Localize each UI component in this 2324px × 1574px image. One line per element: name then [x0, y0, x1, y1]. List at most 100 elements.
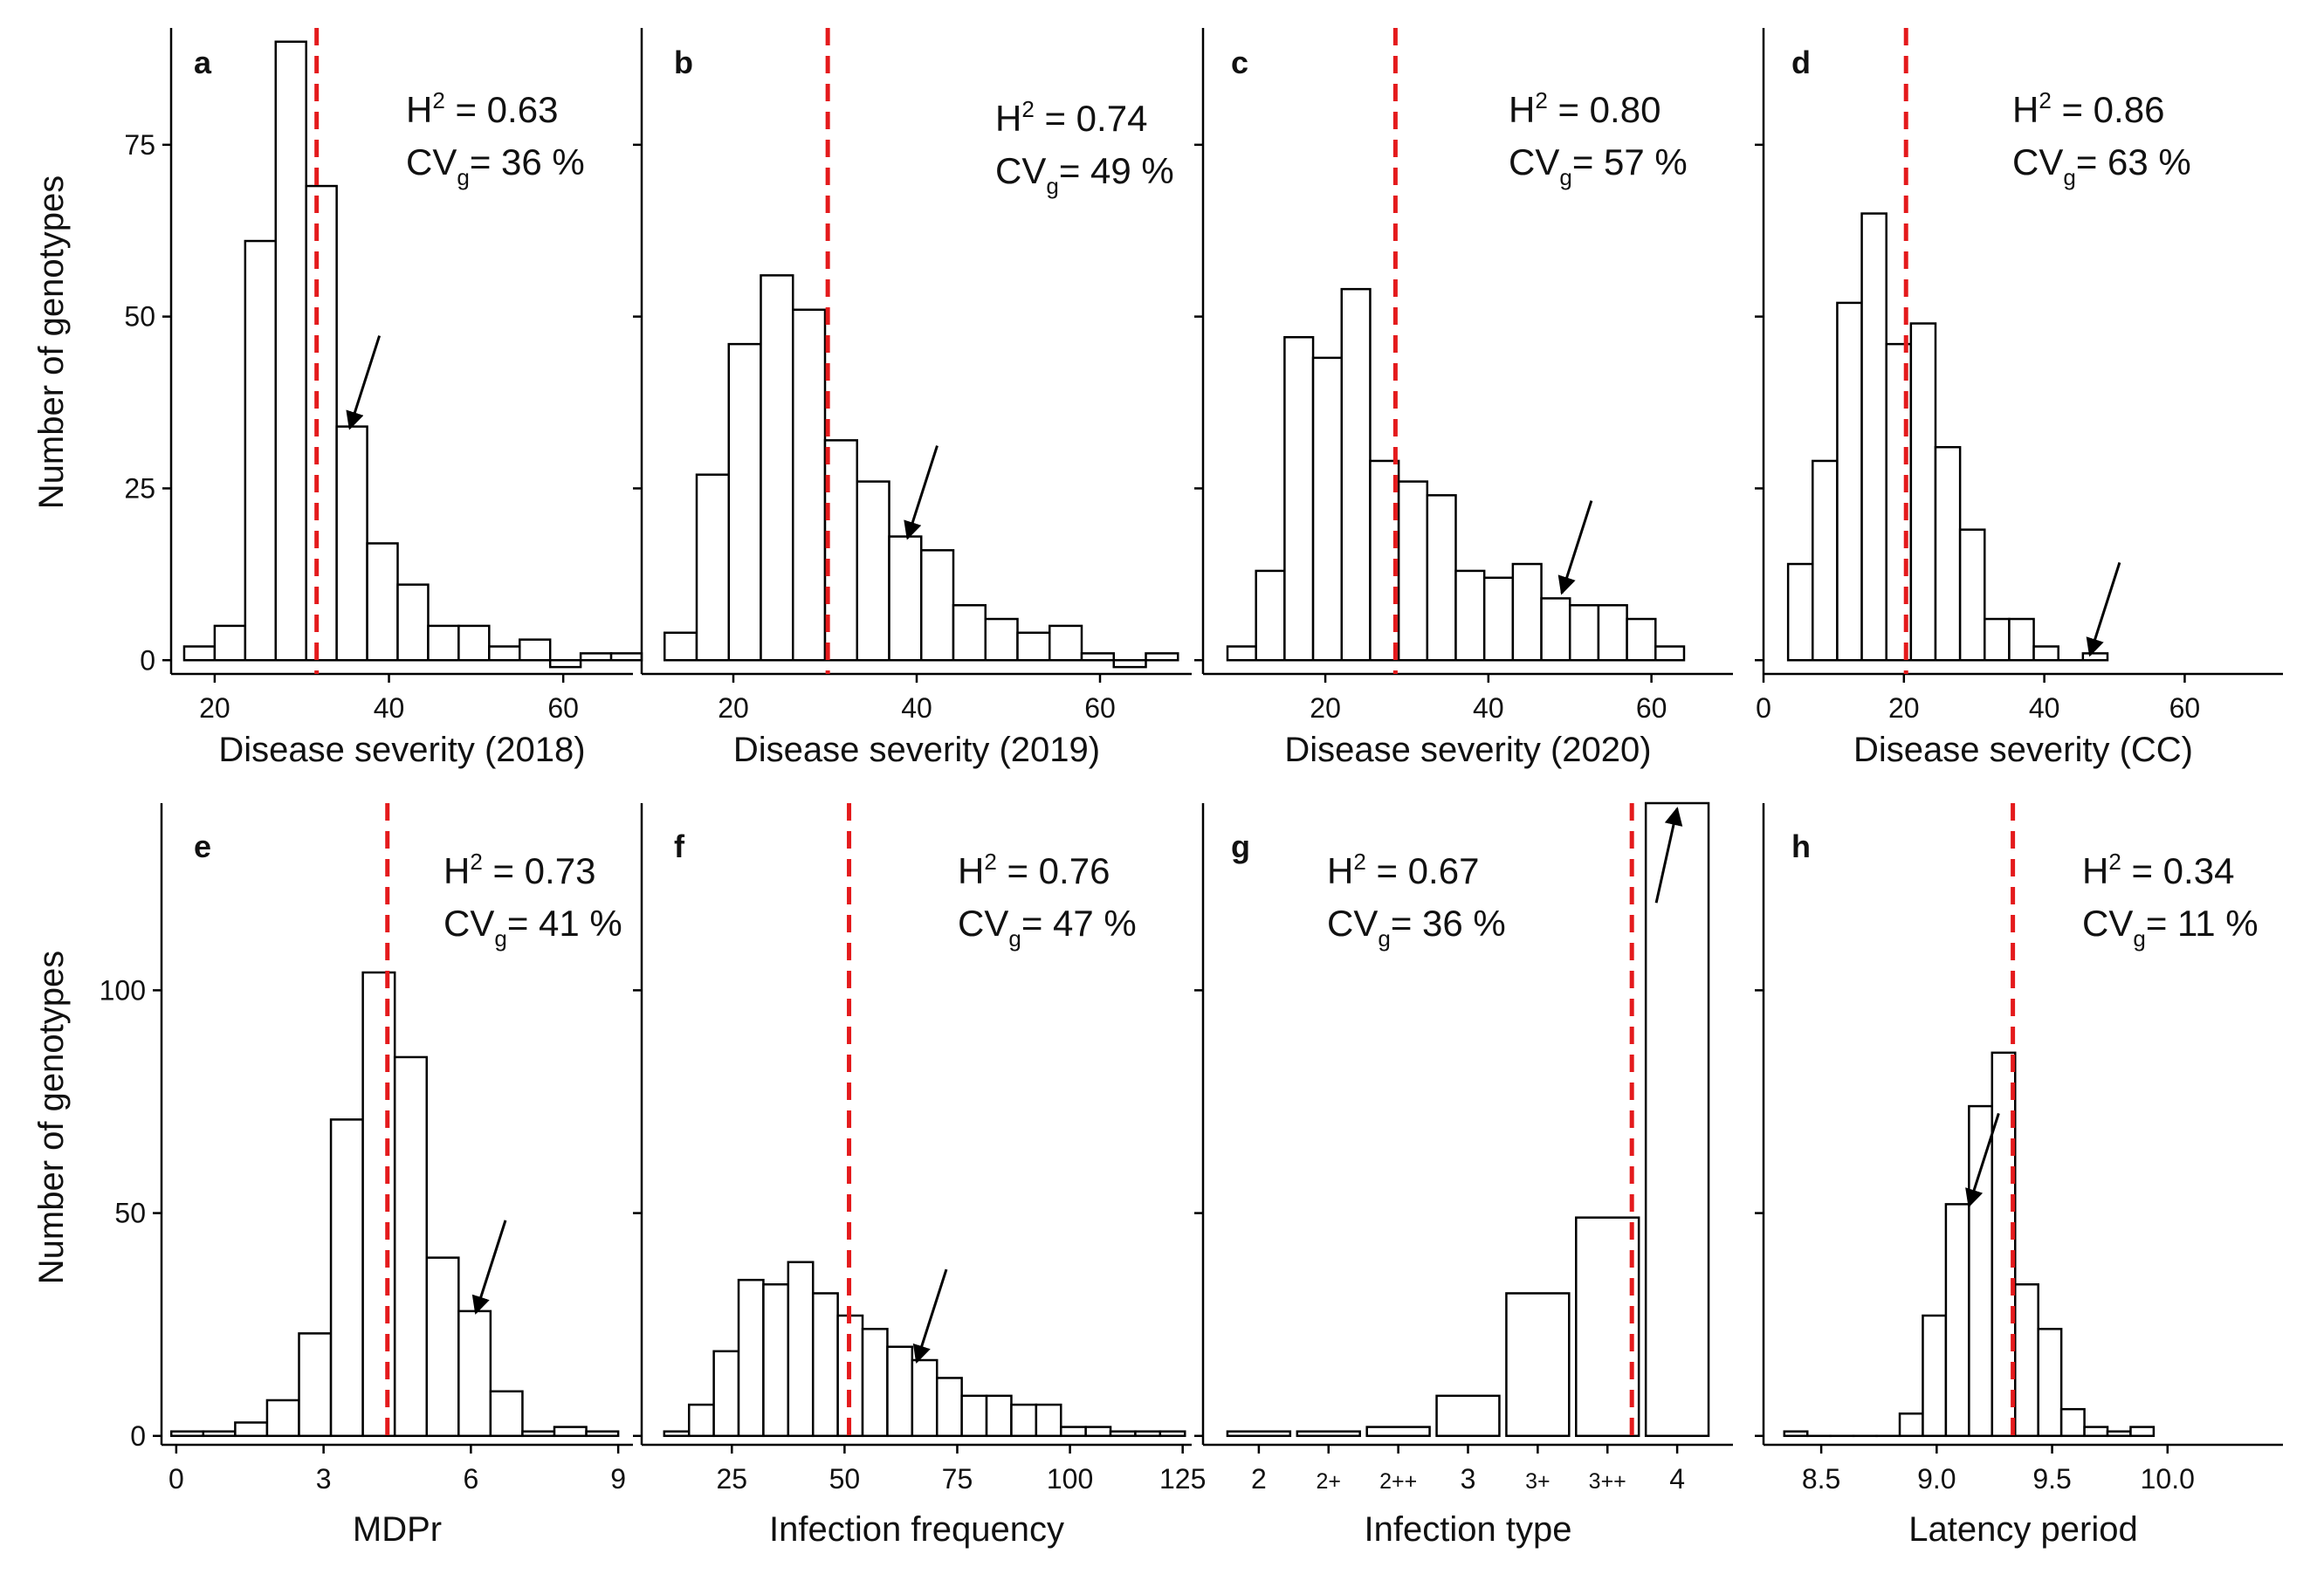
x-tick-label: 9 — [610, 1463, 626, 1495]
heritability-annotation: H2 = 0.76 — [958, 849, 1110, 891]
arrow-pointer — [2090, 562, 2120, 655]
x-tick-label: 60 — [547, 692, 579, 724]
heritability-annotation: H2 = 0.86 — [2012, 87, 2164, 130]
panel-label: c — [1231, 45, 1248, 80]
x-tick-label: 2+ — [1317, 1469, 1342, 1494]
histogram-bar — [1342, 289, 1371, 660]
histogram-bar — [793, 310, 825, 660]
y-tick-label: 50 — [124, 301, 155, 333]
heritability-annotation: H2 = 0.73 — [443, 849, 595, 891]
histogram-bar — [491, 1392, 523, 1436]
histogram-bar — [1655, 647, 1684, 661]
histogram-bar — [857, 482, 890, 661]
x-axis-title: MDPr — [353, 1510, 442, 1549]
histogram-bar — [245, 241, 276, 660]
histogram-bar — [171, 1432, 203, 1436]
y-axis-title-top: Number of genotypes — [32, 175, 71, 509]
x-axis-title: Disease severity (2018) — [218, 731, 585, 769]
arrow-pointer — [908, 446, 938, 539]
heritability-annotation: H2 = 0.67 — [1327, 849, 1479, 891]
x-tick-label: 2++ — [1379, 1469, 1417, 1494]
x-tick-label: 60 — [1084, 692, 1116, 724]
histogram-bar — [1455, 571, 1484, 660]
cvg-annotation: CVg= 47 % — [958, 903, 1137, 952]
histogram-bar — [1086, 1427, 1110, 1436]
histogram-bar — [739, 1280, 763, 1436]
histogram-bar — [1570, 605, 1599, 660]
histogram-bar — [1367, 1427, 1430, 1436]
panel-label: b — [674, 45, 693, 80]
y-tick-label: 100 — [100, 974, 146, 1006]
histogram-bar — [398, 585, 429, 661]
histogram-bar — [1788, 564, 1812, 660]
panel-label: f — [674, 828, 685, 864]
x-axis-title: Disease severity (CC) — [1853, 731, 2193, 769]
histogram-bar — [1812, 461, 1837, 660]
x-tick-label: 3+ — [1525, 1469, 1550, 1494]
x-tick-label: 50 — [829, 1463, 861, 1495]
histogram-bar — [664, 1432, 689, 1436]
x-tick-label: 20 — [199, 692, 230, 724]
x-tick-label: 20 — [1310, 692, 1341, 724]
histogram-bar — [1297, 1432, 1360, 1436]
arrow-pointer — [1562, 501, 1592, 594]
histogram-bar — [427, 1258, 459, 1436]
histogram-bar — [1576, 1218, 1639, 1436]
histogram-bar — [1036, 1405, 1061, 1436]
histogram-bar — [986, 619, 1018, 660]
histogram-bar — [2009, 619, 2033, 660]
histogram-bar — [1936, 447, 1960, 660]
x-tick-label: 60 — [2169, 692, 2201, 724]
histogram-bar — [299, 1333, 332, 1435]
histogram-bar — [1082, 653, 1114, 660]
histogram-bar — [1284, 337, 1313, 660]
panel-label: g — [1231, 828, 1250, 864]
x-tick-label: 3 — [1461, 1463, 1476, 1495]
histogram-bar — [276, 42, 306, 661]
histogram-bar — [2039, 1329, 2061, 1436]
x-tick-label: 60 — [1636, 692, 1667, 724]
histogram-bar — [337, 427, 368, 661]
histogram-bar — [1135, 1432, 1159, 1436]
histogram-bar — [890, 537, 922, 661]
cvg-annotation: CVg= 36 % — [1327, 903, 1506, 952]
histogram-bar — [1427, 495, 1456, 660]
histogram-bar — [1011, 1405, 1035, 1436]
histogram-bar — [1018, 633, 1050, 660]
histogram-bar — [2085, 1427, 2107, 1436]
x-axis-title: Disease severity (2019) — [733, 731, 1100, 769]
histogram-bar — [203, 1432, 236, 1436]
cvg-annotation: CVg= 36 % — [406, 141, 585, 190]
x-axis-title: Infection frequency — [769, 1510, 1064, 1549]
histogram-bar — [215, 626, 245, 660]
histogram-bar — [1437, 1396, 1500, 1436]
histogram-bar — [550, 660, 581, 667]
histogram-bar — [813, 1293, 837, 1435]
x-tick-label: 40 — [1473, 692, 1504, 724]
histogram-bar — [1484, 578, 1513, 660]
histogram-bar — [863, 1329, 887, 1436]
x-tick-label: 75 — [942, 1463, 973, 1495]
histogram-bar — [1146, 653, 1179, 660]
histogram-bar — [1627, 619, 1656, 660]
histogram-bar — [2034, 647, 2059, 661]
panel-label: e — [194, 828, 211, 864]
histogram-bar — [921, 550, 953, 660]
x-tick-label: 0 — [1756, 692, 1771, 724]
histogram-bar — [1513, 564, 1542, 660]
histogram-bar — [1969, 1106, 1991, 1436]
heritability-annotation: H2 = 0.80 — [1509, 87, 1660, 130]
x-tick-label: 10.0 — [2141, 1463, 2195, 1495]
x-tick-label: 3++ — [1589, 1469, 1626, 1494]
histogram-bar — [368, 543, 398, 660]
panel-label: d — [1791, 45, 1811, 80]
arrow-pointer — [476, 1220, 505, 1313]
histogram-bar — [395, 1057, 427, 1436]
histogram-bar — [763, 1284, 787, 1436]
histogram-bar — [1960, 530, 1984, 661]
